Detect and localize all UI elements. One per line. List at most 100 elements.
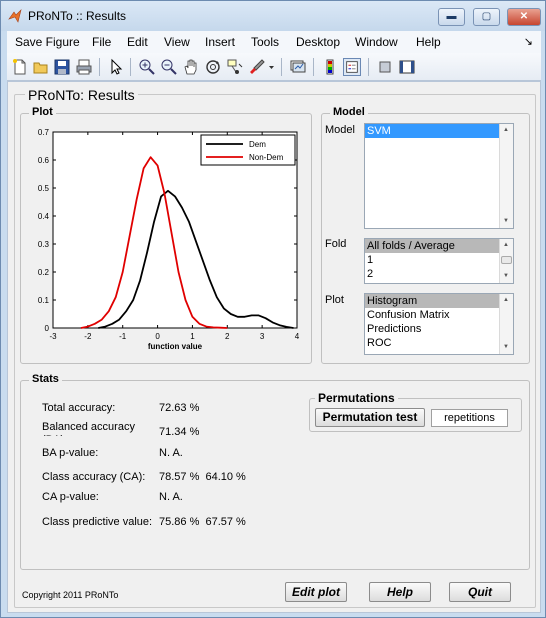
model-listbox[interactable]: SVM ▲ ▼	[364, 123, 514, 229]
plot-type-label: Plot	[325, 294, 344, 306]
scroll-up-arrow-icon[interactable]: ▲	[503, 127, 509, 133]
y-tick-label: 0	[45, 324, 50, 333]
show-plot-tools-icon[interactable]	[398, 58, 416, 76]
plot-item-confusion-matrix[interactable]: Confusion Matrix	[367, 309, 450, 321]
link-plot-icon[interactable]	[289, 58, 307, 76]
quit-button[interactable]: Quit	[449, 582, 511, 602]
rotate-3d-icon[interactable]	[204, 58, 222, 76]
fold-listbox[interactable]: All folds / Average 1 2 ▲ ▼	[364, 238, 514, 284]
x-tick-label: 0	[155, 332, 160, 341]
stats-group: Stats Total accuracy: 72.63 % Balanced a…	[20, 373, 530, 570]
histogram-chart: -3 -2 -1 0 1 2 3 4 0 0.1 0.2 0.3 0.4 0.5 0.6 0.7 functio…	[38, 128, 300, 351]
menu-tools[interactable]: Tools	[251, 35, 280, 49]
data-cursor-icon[interactable]	[226, 58, 244, 76]
plot-type-scrollbar[interactable]: ▲ ▼	[499, 294, 513, 354]
scroll-up-arrow-icon[interactable]: ▲	[503, 242, 509, 248]
zoom-out-icon[interactable]	[160, 58, 178, 76]
menu-window[interactable]: Window	[355, 35, 398, 49]
plot-type-listbox[interactable]: Histogram Confusion Matrix Predictions R…	[364, 293, 514, 355]
class-predictive-label: Class predictive value:	[42, 516, 153, 528]
dock-arrow-icon[interactable]: ↘	[523, 36, 533, 48]
help-button[interactable]: Help	[369, 582, 431, 602]
fold-item-average[interactable]: All folds / Average	[365, 239, 513, 253]
plot-item-predictions[interactable]: Predictions	[367, 323, 422, 335]
colorbar-icon[interactable]	[321, 58, 339, 76]
class-accuracy-value: 78.57 % 64.10 %	[159, 471, 246, 483]
ba-pvalue-label: BA p-value:	[42, 447, 99, 459]
hide-plot-tools-icon[interactable]	[376, 58, 394, 76]
x-tick-label: -1	[119, 332, 127, 341]
scroll-down-arrow-icon[interactable]: ▼	[503, 273, 509, 279]
menu-file[interactable]: File	[92, 35, 112, 49]
x-tick-label: -3	[49, 332, 57, 341]
menu-help[interactable]: Help	[416, 35, 441, 49]
y-tick-label: 0.6	[38, 156, 50, 165]
legend-icon[interactable]	[343, 58, 361, 76]
select-arrow-icon[interactable]	[107, 58, 125, 76]
open-file-icon[interactable]	[32, 58, 50, 76]
minimize-button[interactable]: ▬	[438, 8, 465, 26]
brush-dropdown-icon[interactable]	[267, 58, 276, 76]
plot-item-roc[interactable]: ROC	[367, 337, 392, 349]
x-tick-label: 2	[225, 332, 230, 341]
copyright-text: Copyright 2011 PRoNTo	[22, 590, 119, 600]
scroll-thumb[interactable]	[501, 256, 512, 264]
balanced-accuracy-label-box: Balanced accuracy (BA):	[42, 421, 152, 436]
menu-desktop[interactable]: Desktop	[296, 35, 341, 49]
menu-view[interactable]: View	[164, 35, 190, 49]
matlab-logo-icon	[8, 9, 22, 23]
menu-insert[interactable]: Insert	[205, 35, 236, 49]
permutations-group-title: Permutations	[315, 391, 398, 405]
brush-icon[interactable]	[248, 58, 266, 76]
x-tick-label: 4	[295, 332, 300, 341]
y-tick-label: 0.4	[38, 212, 50, 221]
scroll-down-arrow-icon[interactable]: ▼	[503, 218, 509, 224]
total-accuracy-value: 72.63 %	[159, 402, 200, 414]
x-axis-label: function value	[148, 342, 203, 351]
legend-label-1: Non-Dem	[249, 153, 284, 162]
x-tick-label: -2	[84, 332, 92, 341]
legend-label-0: Dem	[249, 140, 266, 149]
plot-item-histogram[interactable]: Histogram	[365, 294, 513, 308]
save-icon[interactable]	[53, 58, 71, 76]
y-tick-label: 0.7	[38, 128, 50, 137]
class-predictive-value: 75.86 % 67.57 %	[159, 516, 246, 528]
fold-label: Fold	[325, 238, 347, 250]
balanced-accuracy-label: Balanced accuracy (BA):	[42, 421, 135, 436]
window-title: PRoNTo :: Results	[28, 9, 127, 23]
y-tick-label: 0.1	[38, 296, 50, 305]
model-item-svm[interactable]: SVM	[365, 124, 513, 138]
model-group-title: Model	[330, 106, 368, 118]
zoom-in-icon[interactable]	[138, 58, 156, 76]
stats-group-title: Stats	[29, 373, 62, 385]
permutation-test-button[interactable]: Permutation test	[315, 408, 425, 427]
repetitions-input[interactable]: repetitions	[431, 409, 508, 427]
y-tick-label: 0.3	[38, 240, 50, 249]
toolbar-separator	[313, 58, 314, 76]
fold-item-1[interactable]: 1	[367, 254, 374, 266]
x-tick-label: 1	[190, 332, 195, 341]
maximize-button[interactable]: ▢	[473, 8, 500, 26]
fold-scrollbar[interactable]: ▲ ▼	[499, 239, 513, 283]
model-scrollbar[interactable]: ▲ ▼	[499, 124, 513, 228]
fold-item-2[interactable]: 2	[367, 268, 374, 280]
scroll-down-arrow-icon[interactable]: ▼	[503, 344, 509, 350]
close-button[interactable]: ✕	[507, 8, 541, 26]
menu-save-figure[interactable]: Save Figure	[15, 35, 80, 49]
menu-edit[interactable]: Edit	[127, 35, 148, 49]
results-panel: PRoNTo: Results Plot -3 -2 -1 0 1 2 3 4 0 0.1 0.2 0…	[14, 87, 536, 608]
chart-legend	[200, 134, 296, 166]
edit-plot-button[interactable]: Edit plot	[285, 582, 347, 602]
series-line-1	[80, 156, 228, 329]
y-tick-label: 0.2	[38, 268, 50, 277]
title-bar[interactable]: PRoNTo :: Results ▬ ▢ ✕	[1, 1, 545, 31]
model-group: Model Model SVM ▲ ▼ Fold All folds / Ave…	[321, 106, 530, 364]
print-icon[interactable]	[75, 58, 93, 76]
ba-pvalue-value: N. A.	[159, 447, 183, 459]
ca-pvalue-label: CA p-value:	[42, 491, 99, 503]
pan-hand-icon[interactable]	[182, 58, 200, 76]
new-file-icon[interactable]	[11, 58, 29, 76]
scroll-up-arrow-icon[interactable]: ▲	[503, 297, 509, 303]
class-accuracy-label: Class accuracy (CA):	[42, 471, 146, 483]
